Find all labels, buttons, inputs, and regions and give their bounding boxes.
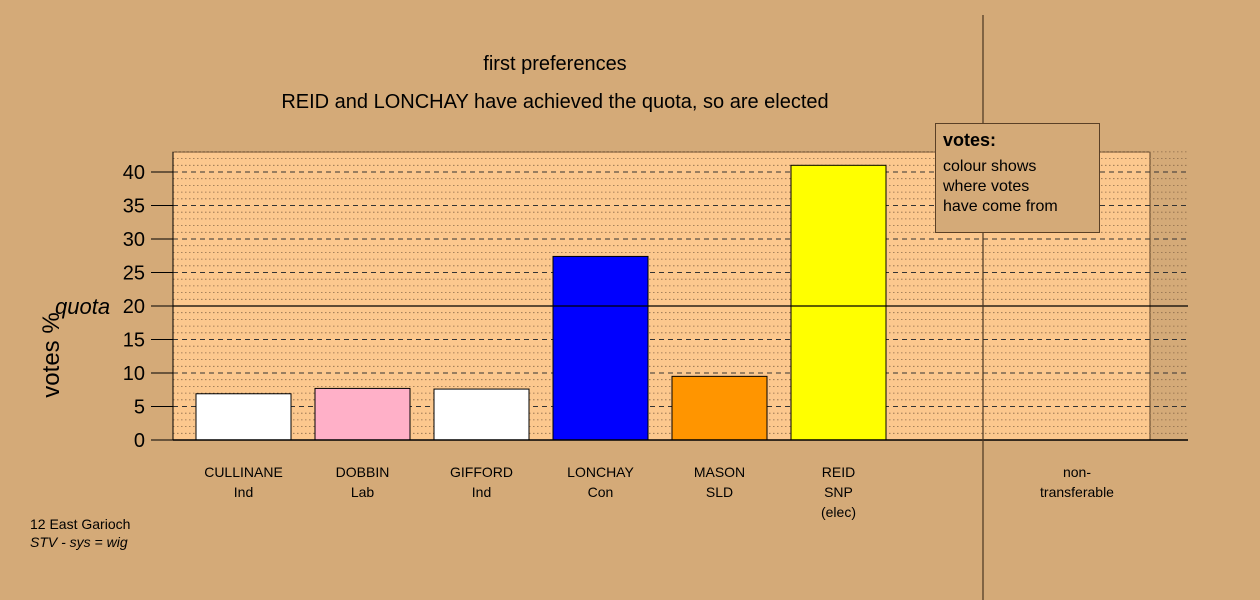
category-name: MASON (693, 464, 746, 480)
category-label-nontransferable: non- transferable (1017, 462, 1137, 502)
category-label-gifford: GIFFORD Ind (422, 462, 542, 502)
y-tick-label: 40 (123, 162, 145, 184)
category-label-dobbin: DOBBIN Lab (303, 462, 423, 502)
legend-line: have come from (943, 198, 1058, 215)
bar-cullinane (195, 393, 292, 441)
category-label-cullinane: CULLINANE Ind (184, 462, 304, 502)
category-name: LONCHAY (567, 464, 634, 480)
quota-label: quota (55, 294, 111, 319)
bar-dobbin (314, 387, 411, 441)
category-party: SLD (705, 484, 734, 500)
category-label-mason: MASON SLD (660, 462, 780, 502)
bar-gifford (433, 388, 530, 441)
footer-system: STV - sys = wig (30, 534, 128, 550)
category-name: non- (1062, 464, 1092, 480)
category-note: (elec) (820, 504, 856, 520)
y-tick-label: 25 (123, 263, 145, 285)
category-label-reid: REID SNP (elec) (779, 462, 899, 522)
bar-mason (671, 375, 768, 441)
bar-reid (790, 164, 887, 441)
y-tick-label: 0 (134, 430, 145, 452)
legend: votes: colour shows where votes have com… (935, 123, 1100, 233)
category-name: GIFFORD (450, 464, 513, 480)
category-name: DOBBIN (335, 464, 390, 480)
y-tick-label: 15 (123, 330, 145, 352)
legend-line: where votes (943, 178, 1030, 195)
category-party: Ind (471, 484, 492, 500)
chart-title: first preferences (483, 53, 627, 75)
category-party: Lab (350, 484, 375, 500)
bar-lonchay (552, 255, 649, 441)
category-name-2: transferable (1040, 484, 1114, 500)
category-label-lonchay: LONCHAY Con (541, 462, 661, 502)
y-tick-label: 20 (123, 296, 145, 318)
y-tick-label: 5 (134, 397, 145, 419)
category-name: CULLINANE (204, 464, 283, 480)
y-tick-label: 10 (123, 363, 145, 385)
legend-title: votes: (943, 130, 997, 150)
footer-ward: 12 East Garioch (30, 516, 131, 532)
category-party: Con (587, 484, 614, 500)
legend-line: colour shows (943, 158, 1037, 175)
chart-subtitle: REID and LONCHAY have achieved the quota… (281, 91, 829, 113)
y-tick-label: 30 (123, 229, 145, 251)
category-party: SNP (824, 484, 853, 500)
category-party: Ind (233, 484, 254, 500)
y-axis-label: votes % (38, 312, 65, 398)
category-name: REID (821, 464, 856, 480)
y-tick-label: 35 (123, 196, 145, 218)
